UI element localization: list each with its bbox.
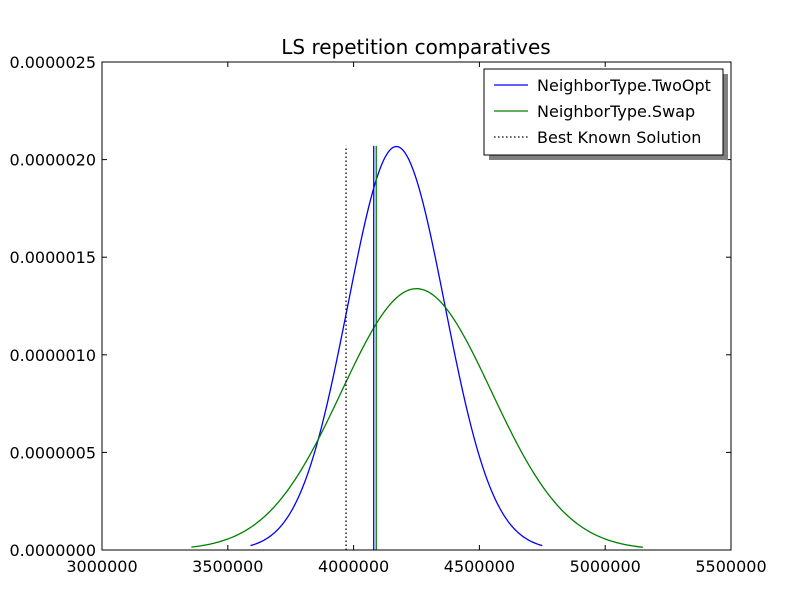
y-tick-label: 0.0000000: [9, 541, 96, 560]
legend-box: [483, 68, 724, 156]
plot-frame: [101, 61, 732, 551]
y-tick-labels: 0.0000000 0.0000005 0.0000010 0.0000015 0.00…: [9, 53, 96, 560]
y-tick-label: 0.0000015: [9, 248, 96, 267]
x-tick-label: 4000000: [318, 557, 389, 576]
legend-items: NeighborType.TwoOpt NeighborType.Swap Best…: [494, 76, 711, 147]
x-tick-label: 3000000: [66, 557, 137, 576]
y-tick-label: 0.0000005: [9, 443, 96, 462]
legend-label-best-known-solution: Best Known Solution: [537, 128, 701, 147]
series-curve-neighbortype-twoopt: [250, 145, 543, 547]
markers: [345, 145, 377, 550]
legend-label-neighbortype-swap: NeighborType.Swap: [537, 102, 695, 121]
legend-label-neighbortype-twoopt: NeighborType.TwoOpt: [537, 76, 711, 95]
series-curve-neighbortype-swap: [191, 288, 644, 548]
x-tick-label: 3500000: [192, 557, 263, 576]
x-tick-label: 5000000: [570, 557, 641, 576]
x-tick-label: 5500000: [695, 557, 766, 576]
y-tick-label: 0.0000025: [9, 53, 96, 72]
x-tick-label: 4500000: [444, 557, 515, 576]
y-tick-label: 0.0000020: [9, 151, 96, 170]
curves: [191, 145, 644, 548]
chart-title: LS repetition comparatives: [281, 35, 550, 59]
legend: NeighborType.TwoOpt NeighborType.Swap Best…: [483, 68, 728, 160]
y-tick-label: 0.0000010: [9, 346, 96, 365]
x-tick-labels: 3000000 3500000 4000000 4500000 5000000 55000…: [66, 557, 766, 576]
